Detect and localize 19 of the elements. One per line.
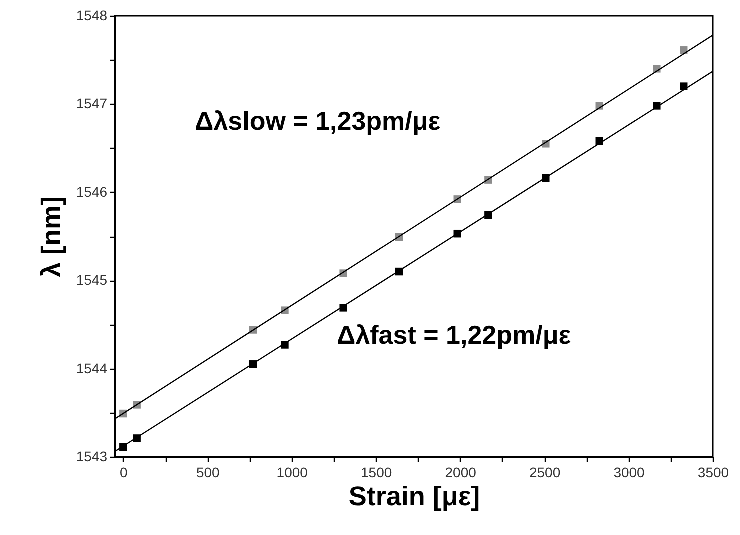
annotation: Δλfast = 1,22pm/με: [337, 320, 572, 350]
y-tick-label: 1546: [76, 184, 108, 200]
point: [680, 82, 688, 90]
x-tick-label: 500: [196, 464, 220, 480]
x-tick-label: 2500: [529, 464, 561, 480]
x-axis-title: Strain [με]: [348, 482, 480, 512]
x-tick-label: 1000: [276, 464, 308, 480]
x-tick-label: 3000: [614, 464, 646, 480]
y-axis-title: λ [nm]: [36, 196, 66, 278]
x-tick-label: 1500: [361, 464, 392, 480]
y-tick-label: 1545: [76, 272, 108, 288]
y-tick-label: 1543: [76, 448, 108, 464]
annotation: Δλslow = 1,23pm/με: [195, 106, 441, 136]
x-tick-label: 3500: [698, 464, 730, 480]
y-tick-label: 1547: [76, 96, 108, 112]
x-tick-label: 0: [120, 464, 128, 480]
y-tick-label: 1548: [76, 8, 108, 24]
y-tick-label: 1544: [76, 360, 108, 376]
x-tick-label: 2000: [445, 464, 477, 480]
